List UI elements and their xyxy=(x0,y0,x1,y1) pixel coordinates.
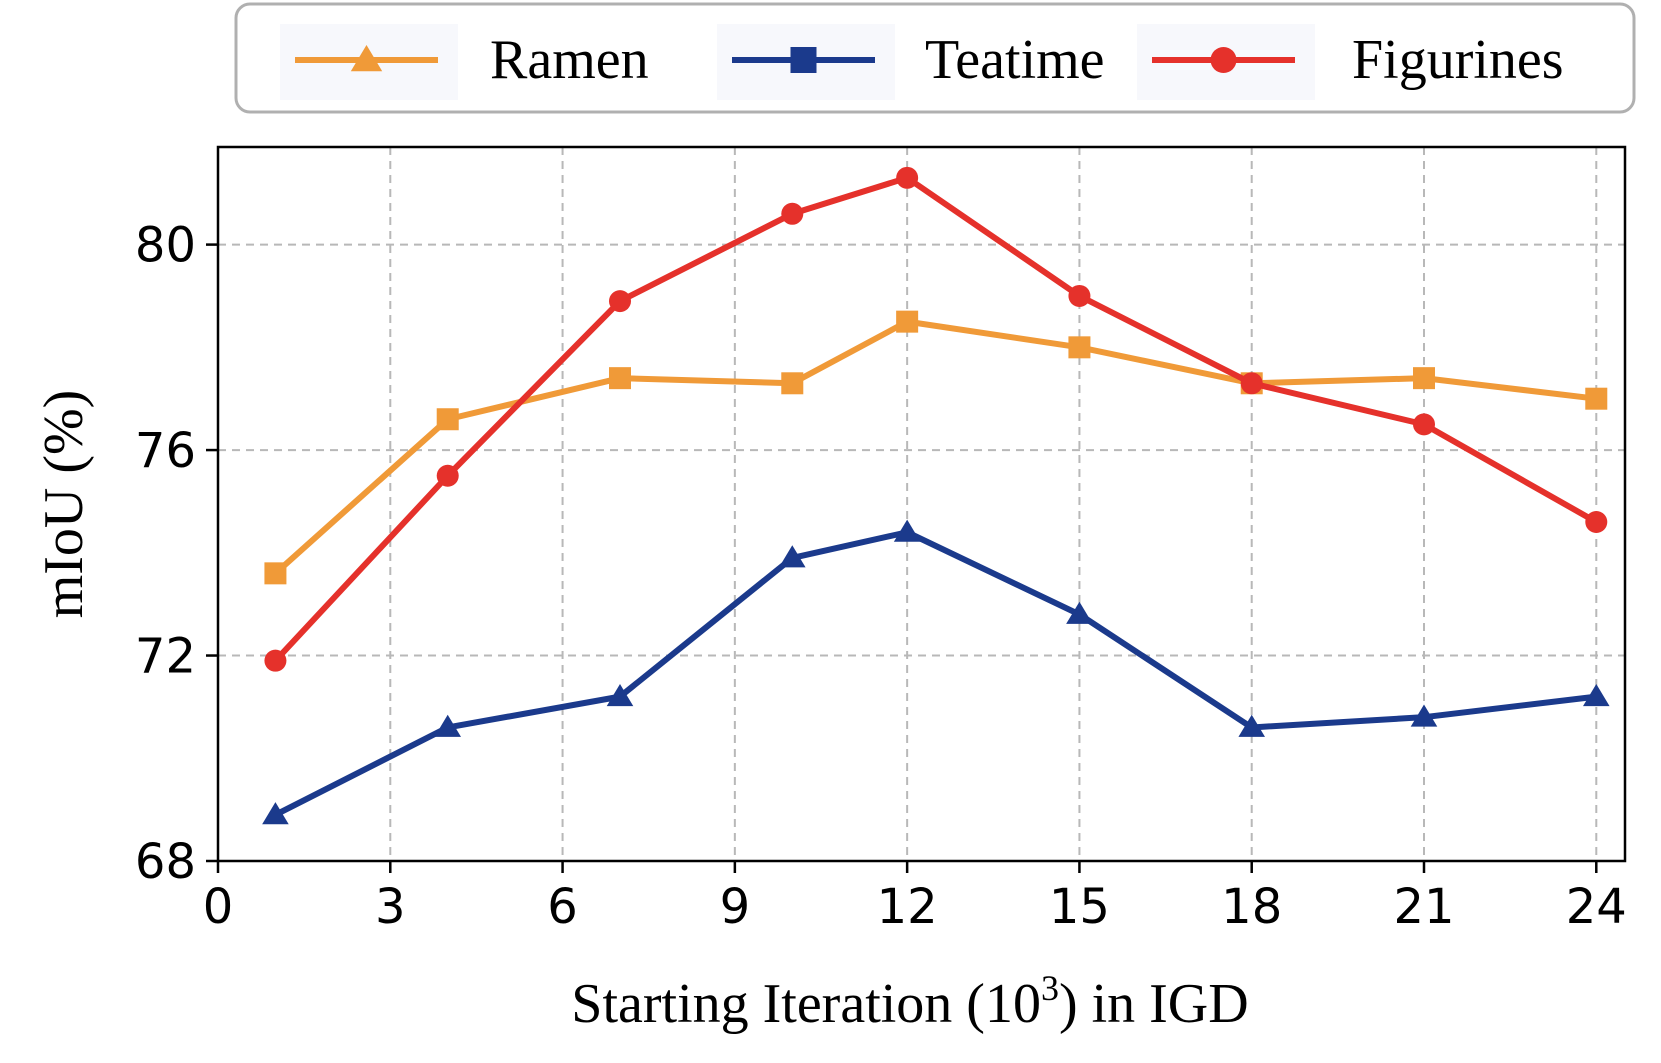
data-point-figurines xyxy=(436,464,459,487)
data-point-ramen xyxy=(609,367,631,390)
legend-marker-ramen xyxy=(350,45,383,72)
data-point-figurines xyxy=(896,166,919,189)
data-point-figurines xyxy=(1585,510,1608,533)
x-axis-label: Starting Iteration (103) in IGD xyxy=(571,968,1248,1035)
data-point-ramen xyxy=(264,562,287,585)
data-point-figurines xyxy=(609,290,631,313)
data-point-teatime xyxy=(779,545,806,568)
x-tick-label: 18 xyxy=(1221,879,1282,935)
x-axis-label-prefix: Starting Iteration (10 xyxy=(571,973,1041,1035)
x-tick-label: 15 xyxy=(1049,879,1110,935)
data-point-teatime xyxy=(262,802,289,825)
y-tick-label: 72 xyxy=(135,629,196,685)
series-ramen xyxy=(264,310,1608,585)
y-tick-label: 68 xyxy=(135,834,196,890)
data-point-figurines xyxy=(1413,413,1435,436)
data-point-ramen xyxy=(896,310,919,333)
legend-label-figurines: Figurines xyxy=(1352,29,1564,91)
y-tick-label: 80 xyxy=(135,218,196,274)
data-point-teatime xyxy=(1410,704,1438,727)
series-teatime xyxy=(262,519,1610,825)
x-tick-label: 3 xyxy=(375,879,406,935)
data-point-figurines xyxy=(1068,284,1091,307)
x-tick-label: 24 xyxy=(1566,879,1627,935)
x-tick-label: 12 xyxy=(877,879,938,935)
legend-label-teatime: Teatime xyxy=(925,29,1105,91)
series-line-figurines xyxy=(273,174,1598,663)
x-tick-label: 6 xyxy=(547,879,578,935)
data-point-figurines xyxy=(264,649,287,672)
data-point-ramen xyxy=(1413,367,1435,390)
legend: Ramen Teatime Figurines xyxy=(234,2,1636,114)
grid xyxy=(218,147,1625,861)
series-layer xyxy=(262,166,1610,825)
series-figurines xyxy=(264,166,1608,672)
legend-marker-teatime xyxy=(790,47,817,73)
data-point-ramen xyxy=(436,408,459,431)
y-axis-label: mIoU (%) xyxy=(33,390,95,619)
data-point-teatime xyxy=(893,519,921,542)
x-axis-label-superscript: 3 xyxy=(1041,968,1059,1008)
data-point-figurines xyxy=(781,202,804,225)
data-point-ramen xyxy=(1585,387,1608,410)
legend-marker-figurines xyxy=(1210,47,1237,73)
data-point-teatime xyxy=(434,714,461,737)
y-tick-label: 76 xyxy=(135,423,196,479)
data-point-teatime xyxy=(1583,683,1610,707)
series-line-teatime xyxy=(274,529,1597,818)
data-point-teatime xyxy=(1238,714,1265,737)
plot-frame xyxy=(216,145,1627,863)
data-point-figurines xyxy=(1240,372,1263,395)
x-axis-label-suffix: ) in IGD xyxy=(1059,973,1249,1035)
legend-label-ramen: Ramen xyxy=(490,29,649,91)
x-tick-label: 0 xyxy=(203,879,234,935)
data-point-teatime xyxy=(1066,601,1093,624)
ticks: 0 3 6 9 12 15 18 21 24 68 72 76 80 xyxy=(135,218,1627,935)
x-tick-label: 21 xyxy=(1393,879,1454,935)
data-point-ramen xyxy=(1068,336,1091,359)
data-point-teatime xyxy=(606,683,634,707)
x-tick-label: 9 xyxy=(720,879,751,935)
data-point-ramen xyxy=(781,372,804,395)
